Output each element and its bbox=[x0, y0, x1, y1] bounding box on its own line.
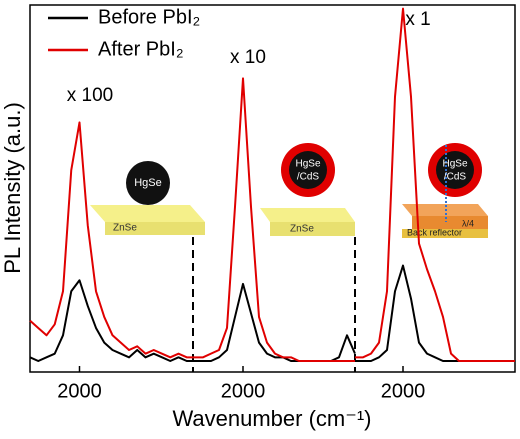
legend-label: Before PbI₂ bbox=[98, 6, 200, 28]
inset-label: Back reflector bbox=[407, 227, 462, 237]
y-axis-label: PL Intensity (a.u.) bbox=[0, 102, 25, 274]
inset-label: /CdS bbox=[297, 172, 320, 183]
annotation: x 1 bbox=[405, 9, 430, 30]
inset-label: HgSe bbox=[442, 159, 467, 170]
inset-1: HgSe ZnSe bbox=[90, 161, 205, 235]
plot-frame bbox=[29, 4, 516, 373]
inset-3: HgSe /CdS λ/4 Back reflector bbox=[402, 143, 488, 238]
x-tick-label: 2000 bbox=[57, 380, 102, 402]
inset-2: HgSe /CdS ZnSe bbox=[260, 143, 355, 236]
legend-label: After PbI₂ bbox=[98, 38, 184, 60]
inset-label: ZnSe bbox=[113, 223, 137, 234]
annotation: x 100 bbox=[67, 85, 113, 106]
inset-label: ZnSe bbox=[290, 224, 314, 235]
inset-label: HgSe bbox=[134, 177, 162, 189]
annotation: x 10 bbox=[230, 47, 266, 68]
spectrum-line bbox=[29, 121, 195, 359]
x-tick-label: 2000 bbox=[381, 380, 426, 402]
spectrum-line bbox=[29, 279, 195, 362]
x-tick-label: 2000 bbox=[221, 380, 266, 402]
spectrum-line bbox=[195, 77, 355, 362]
inset-label: /CdS bbox=[444, 172, 467, 183]
inset-label: λ/4 bbox=[462, 218, 474, 228]
spectrum-line bbox=[355, 264, 515, 362]
inset-label: HgSe bbox=[295, 159, 320, 170]
spectrum-line bbox=[355, 7, 515, 362]
x-axis-label: Wavenumber (cm⁻¹) bbox=[172, 406, 371, 431]
